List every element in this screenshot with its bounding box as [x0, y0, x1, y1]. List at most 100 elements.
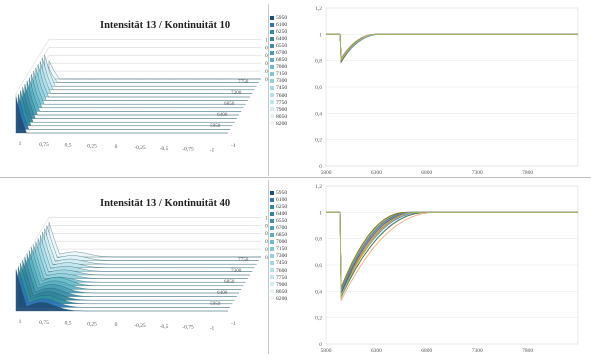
y-tick-label: 0,6	[315, 85, 322, 91]
x-tick-label: 6800	[421, 348, 432, 354]
divider-vertical-top	[268, 4, 269, 176]
legend-item: 6100	[270, 197, 310, 204]
x-tick-label: -0,75	[182, 147, 194, 153]
x-tick-label: -1	[210, 325, 215, 331]
legend-swatch	[270, 261, 274, 266]
area-series	[48, 222, 261, 258]
legend-label: 7900	[276, 106, 288, 113]
legend-item: 7150	[270, 246, 310, 253]
legend-label: 6100	[276, 197, 288, 204]
area-series	[48, 60, 261, 80]
legend-swatch	[270, 72, 274, 77]
legend-item: 8050	[270, 289, 310, 296]
legend-label: 8050	[276, 113, 288, 120]
legend-item: 6250	[270, 29, 310, 36]
panel-divider	[0, 177, 591, 178]
legend-item: 8200	[270, 296, 310, 303]
legend-item: 6700	[270, 50, 310, 57]
legend-item: 7300	[270, 253, 310, 260]
area-chart-3d-top: 0 0,2 0,4 0,6 0,8 1 1 0,75 0,5 0,25 0 -0,25 -0,5 -0,7…	[15, 37, 268, 153]
legend-top: 5950 6100 6250 6400 6550 6700 6850 7000 7150 7300…	[270, 15, 310, 128]
legend-label: 6550	[276, 218, 288, 225]
legend-label: 7750	[276, 99, 288, 106]
legend-swatch	[270, 79, 274, 84]
legend-label: 7450	[276, 260, 288, 267]
area-series	[44, 228, 257, 265]
y-tick-label: 1	[265, 37, 268, 43]
legend-label: 6550	[276, 43, 288, 50]
legend-item: 6700	[270, 225, 310, 232]
legend-swatch	[270, 93, 274, 98]
area-series	[29, 77, 242, 112]
divider-vertical-bottom	[268, 180, 269, 354]
y-tick-label: 1	[319, 210, 322, 216]
x-tick-label: -0,5	[160, 324, 169, 330]
legend-item: 6250	[270, 204, 310, 211]
area-series	[40, 235, 253, 272]
legend-label: 7450	[276, 85, 288, 92]
legend-item: 6100	[270, 22, 310, 29]
legend-item: 7600	[270, 268, 310, 275]
legend-label: 7000	[276, 239, 288, 246]
legend-label: 6850	[276, 232, 288, 239]
depth-tick-label: 7750	[238, 257, 249, 263]
y-tick-label: 0,2	[265, 247, 268, 253]
legend-swatch	[270, 65, 274, 70]
depth-tick-label: 6400	[217, 112, 228, 118]
bottom-panel: Intensität 13 / Kontinuität 40 0 0,2 0,4 0,…	[0, 178, 591, 356]
legend-item: 8050	[270, 114, 310, 121]
legend-swatch	[270, 247, 274, 252]
legend-swatch	[270, 190, 274, 195]
area-chart-3d-bottom: 0 0,2 0,4 0,6 0,8 1 1 0,75 0,5 0,25 0 -0,25 -0,5 -0,7…	[15, 215, 268, 331]
legend-label: 5950	[276, 15, 288, 21]
y-tick-label: 0,6	[265, 231, 268, 237]
series-line	[326, 211, 578, 288]
legend-swatch	[270, 240, 274, 245]
legend-label: 7300	[276, 253, 288, 260]
x-tick-label: -0,5	[160, 146, 169, 152]
legend-swatch	[270, 29, 274, 34]
line-chart-bottom: 0 0,2 0,4 0,6 0,8 1 1,2 5800 6300 6800 7300 7800	[315, 184, 579, 354]
x-tick-label: -0,25	[134, 145, 146, 151]
area-series	[15, 96, 228, 134]
y-tick-label: 0,6	[265, 53, 268, 59]
legend-item: 7600	[270, 93, 310, 100]
legend-item: 8200	[270, 121, 310, 128]
x-tick-label: 1	[19, 141, 22, 147]
gridline	[15, 47, 50, 102]
gridline	[15, 217, 50, 272]
legend-swatch	[270, 268, 274, 273]
x-tick-label: 5800	[321, 170, 332, 176]
x-tick-label: 7800	[522, 348, 533, 354]
legend-swatch	[270, 43, 274, 48]
x-tick-label: 0	[115, 322, 118, 328]
y-tick-label: 0	[319, 342, 322, 348]
depth-tick-label: 6850	[224, 279, 235, 285]
y-tick-label: 0,8	[265, 45, 268, 51]
legend-swatch	[270, 218, 274, 223]
legend-item: 5950	[270, 190, 310, 197]
top-panel: Intensität 13 / Kontinuität 10 0 0,2 0,4 0,…	[15, 4, 579, 176]
legend-swatch	[270, 254, 274, 259]
legend-swatch	[270, 275, 274, 280]
y-tick-label: 0	[265, 255, 268, 261]
legend-swatch	[270, 107, 274, 112]
legend-label: 6700	[276, 50, 288, 57]
legend-item: 7150	[270, 71, 310, 78]
legend-swatch	[270, 233, 274, 237]
area-series	[42, 231, 255, 268]
series-line	[326, 33, 578, 60]
y-tick-label: 0,4	[265, 61, 268, 67]
area-series	[15, 269, 228, 312]
gridline	[15, 39, 50, 94]
y-tick-label: 1,2	[315, 184, 322, 190]
legend-label: 7750	[276, 274, 288, 281]
y-tick-label: 0,8	[315, 59, 322, 65]
legend-label: 7150	[276, 71, 288, 78]
area-series	[37, 238, 250, 276]
legend-label: 5950	[276, 190, 288, 196]
depth-tick-end: -1	[231, 321, 236, 327]
x-tick-label: 0,75	[39, 142, 49, 148]
area-series	[22, 87, 235, 123]
depth-tick-end: -1	[231, 143, 236, 149]
